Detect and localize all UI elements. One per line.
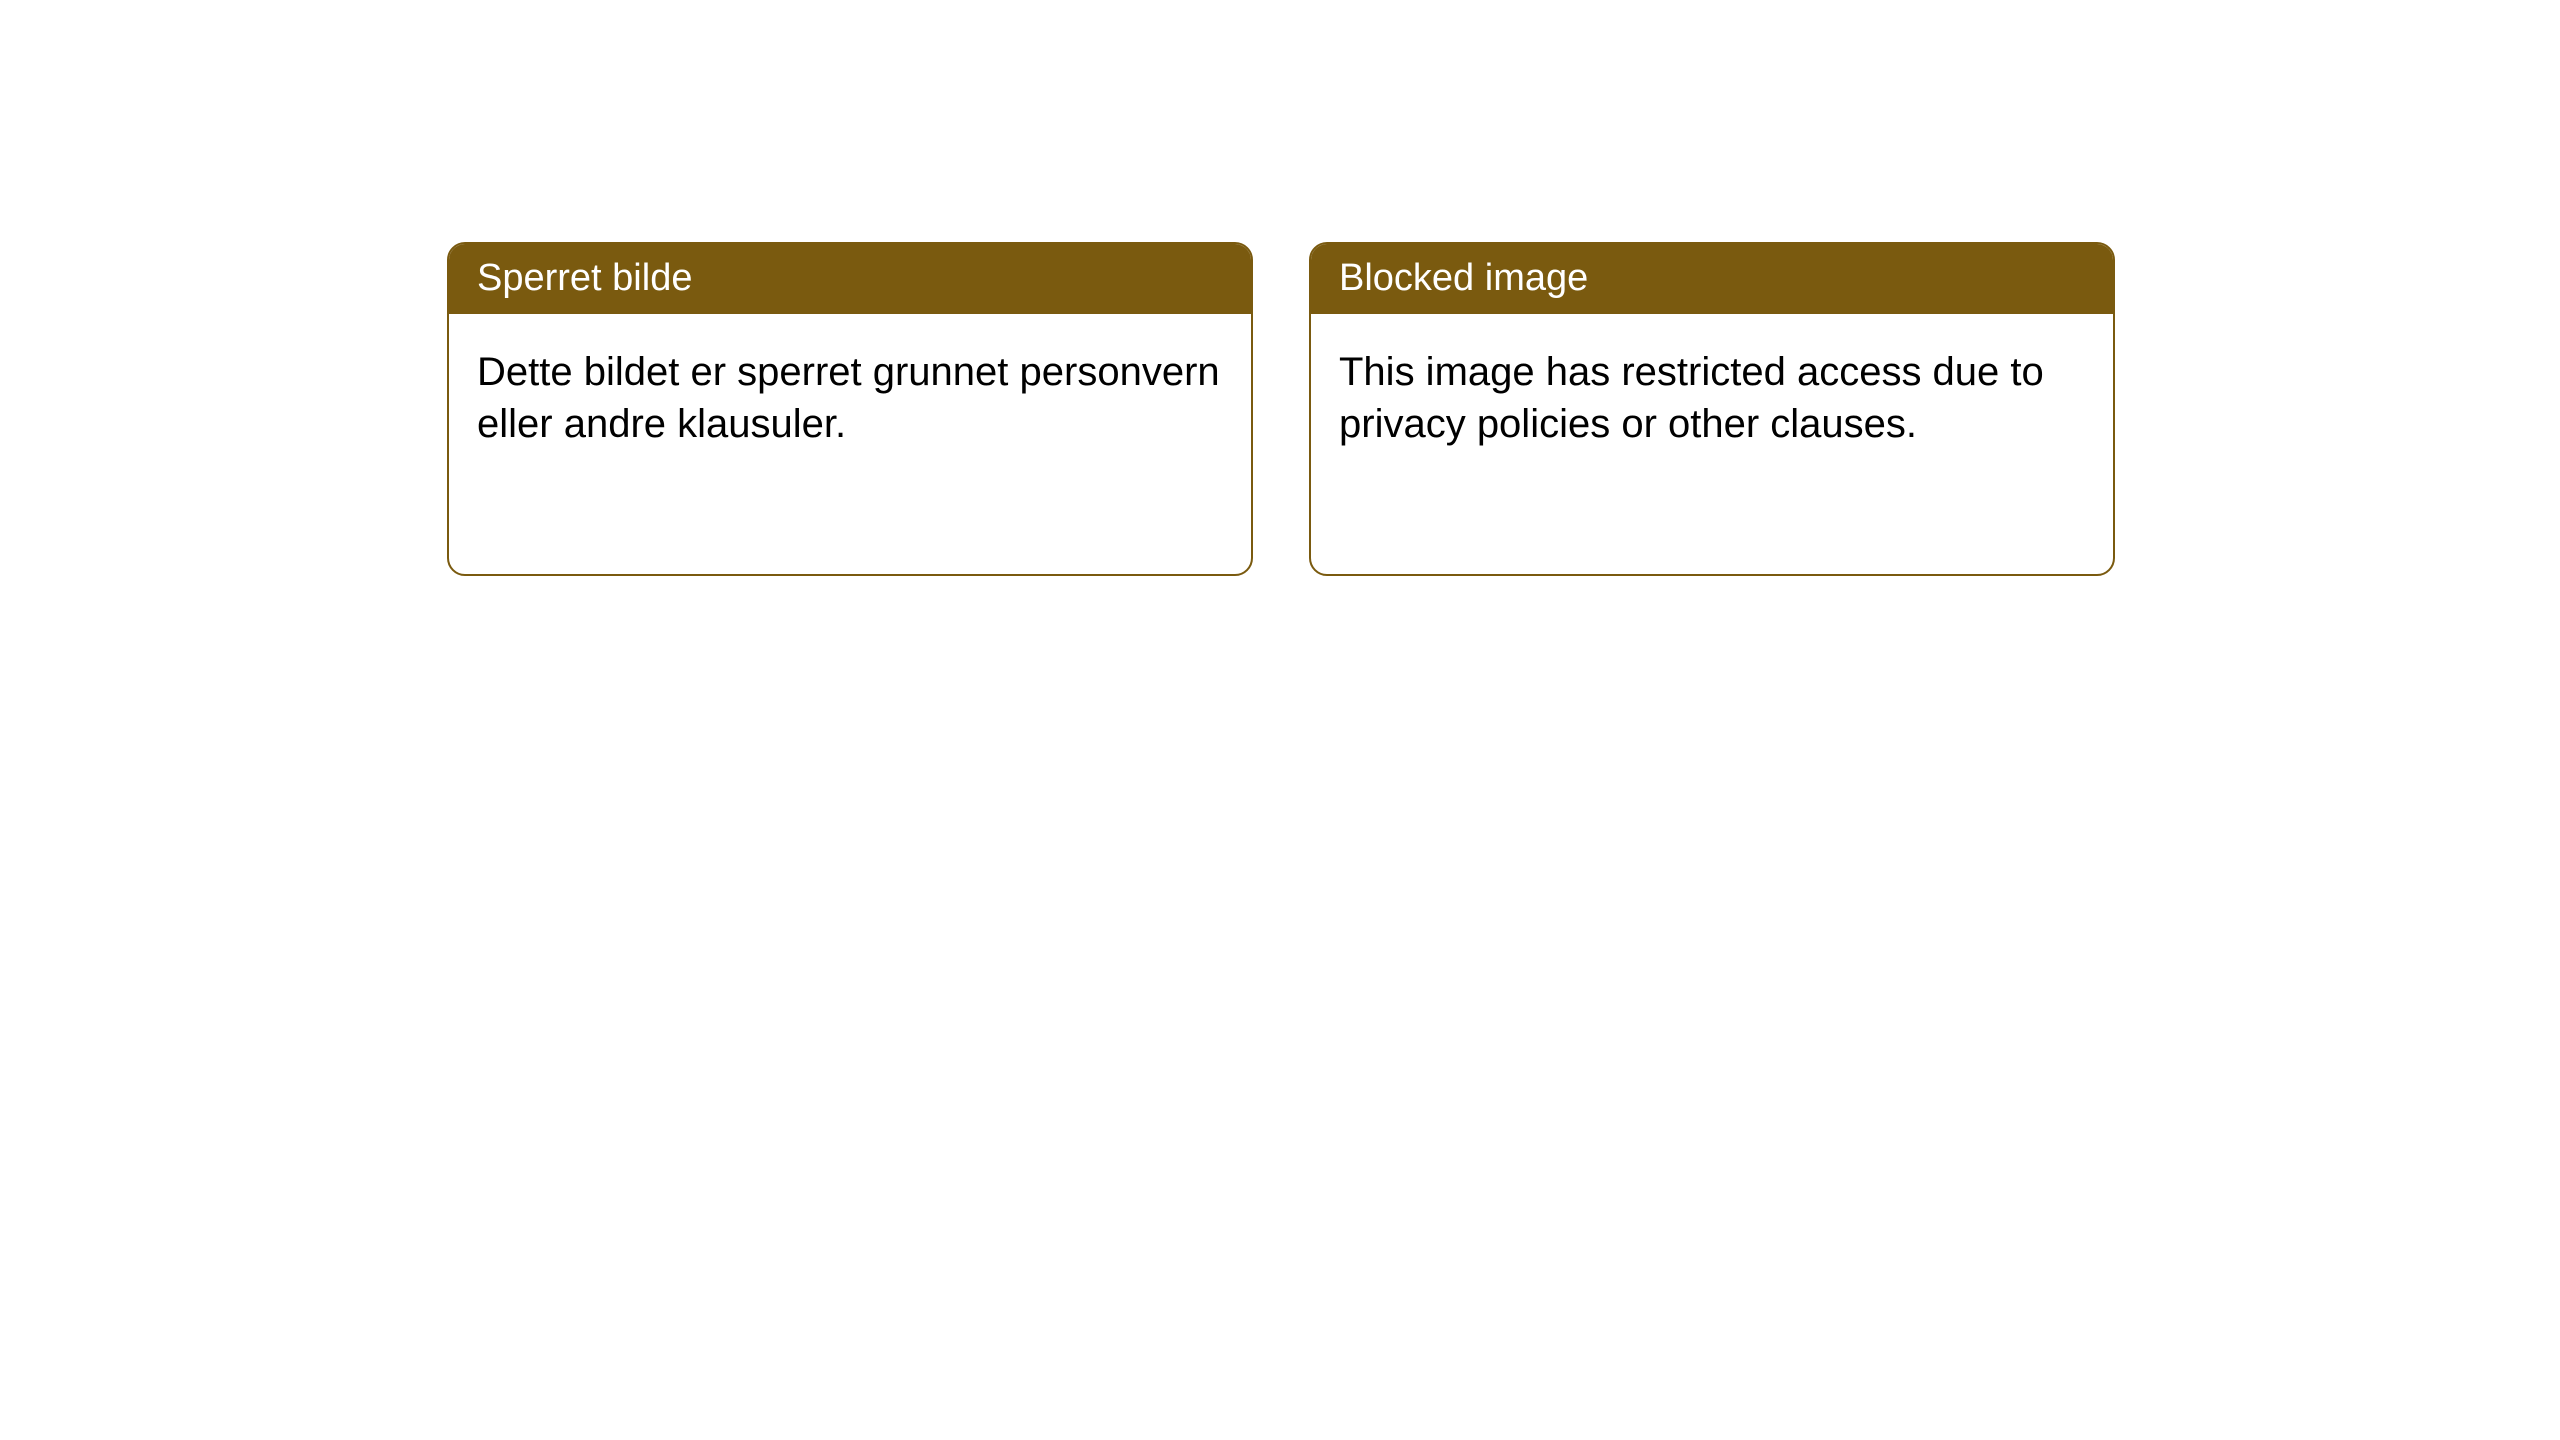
notice-header: Blocked image	[1311, 244, 2113, 314]
notice-box-norwegian: Sperret bilde Dette bildet er sperret gr…	[447, 242, 1253, 576]
notice-body: Dette bildet er sperret grunnet personve…	[449, 314, 1251, 484]
notice-box-english: Blocked image This image has restricted …	[1309, 242, 2115, 576]
notice-container: Sperret bilde Dette bildet er sperret gr…	[0, 0, 2560, 576]
notice-body: This image has restricted access due to …	[1311, 314, 2113, 484]
notice-header: Sperret bilde	[449, 244, 1251, 314]
